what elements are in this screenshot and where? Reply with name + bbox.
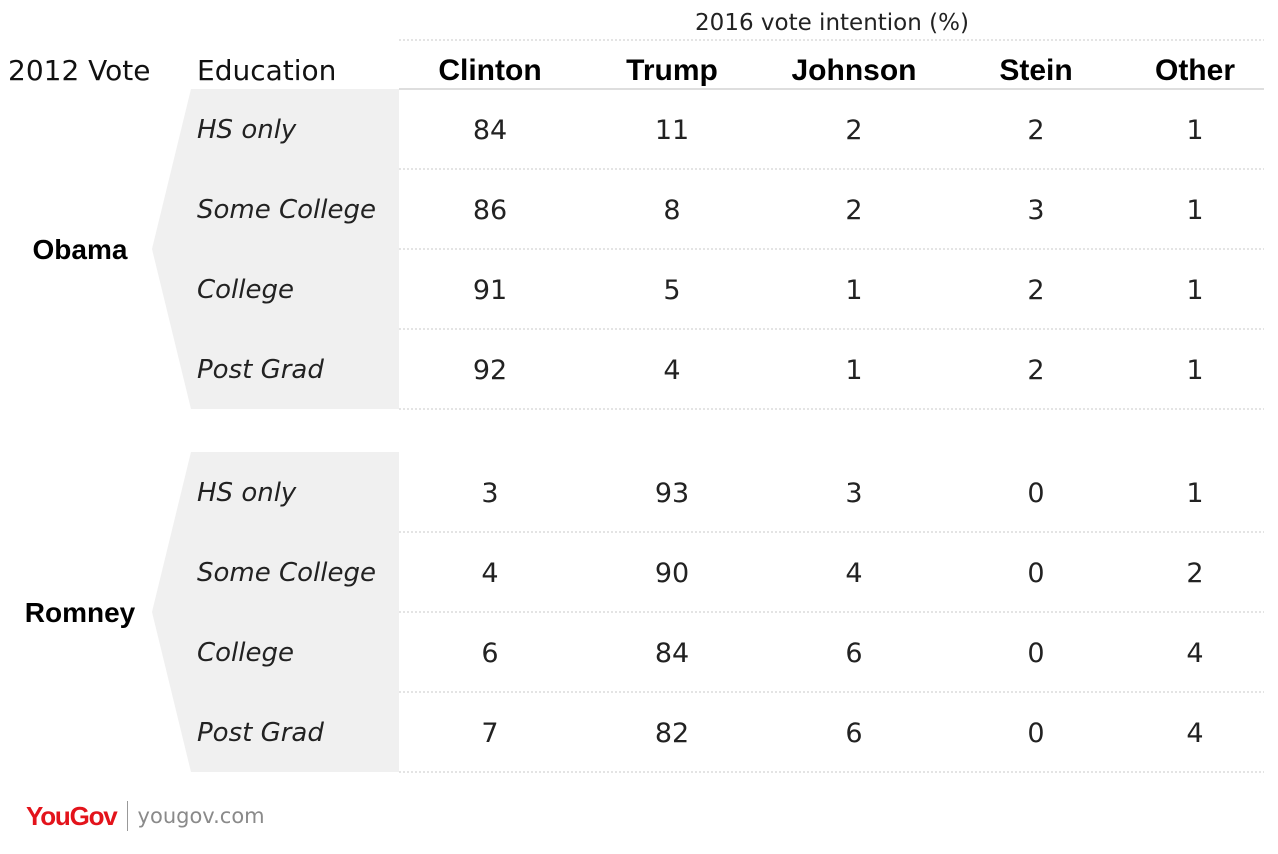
cell-obama-some-college-stein: 3 — [1027, 195, 1044, 226]
vote-2012-column-header: 2012 Vote — [8, 54, 150, 87]
cell-obama-college-trump: 5 — [663, 275, 680, 306]
cell-obama-some-college-clinton: 86 — [473, 195, 507, 226]
cell-obama-some-college-other: 1 — [1186, 195, 1203, 226]
cell-romney-hs-only-trump: 93 — [655, 478, 689, 509]
column-header-other: Other — [1155, 54, 1235, 87]
education-label: Post Grad — [197, 355, 324, 385]
education-label: College — [197, 275, 294, 305]
education-label: HS only — [197, 478, 297, 508]
table-body: Clinton Trump Johnson Stein Other Obama HS onl… — [25, 39, 1264, 773]
cell-obama-some-college-trump: 8 — [663, 195, 680, 226]
cell-obama-hs-only-stein: 2 — [1027, 115, 1044, 146]
column-header-johnson: Johnson — [792, 54, 917, 87]
footer-divider — [126, 801, 128, 831]
cell-romney-hs-only-other: 1 — [1186, 478, 1203, 509]
cell-obama-college-johnson: 1 — [845, 275, 862, 306]
cell-obama-some-college-johnson: 2 — [845, 195, 862, 226]
cell-romney-some-college-trump: 90 — [655, 558, 689, 589]
cell-obama-college-stein: 2 — [1027, 275, 1044, 306]
cell-obama-college-other: 1 — [1186, 275, 1203, 306]
cell-romney-college-other: 4 — [1186, 638, 1203, 669]
education-label: College — [197, 638, 294, 668]
cell-obama-college-clinton: 91 — [473, 275, 507, 306]
cell-romney-post-grad-trump: 82 — [655, 718, 689, 749]
cell-obama-post-grad-johnson: 1 — [845, 355, 862, 386]
group-bracket-obama — [152, 89, 191, 409]
cell-romney-some-college-other: 2 — [1186, 558, 1203, 589]
yougov-logo: YouGov — [26, 800, 118, 831]
cell-obama-hs-only-other: 1 — [1186, 115, 1203, 146]
cell-obama-post-grad-stein: 2 — [1027, 355, 1044, 386]
cell-obama-post-grad-other: 1 — [1186, 355, 1203, 386]
table-title: 2016 vote intention (%) — [695, 10, 969, 36]
cell-obama-hs-only-clinton: 84 — [473, 115, 507, 146]
cell-romney-college-trump: 84 — [655, 638, 689, 669]
column-header-clinton: Clinton — [438, 54, 541, 87]
cell-romney-hs-only-johnson: 3 — [845, 478, 862, 509]
cell-romney-college-clinton: 6 — [481, 638, 498, 669]
group-bracket-romney — [152, 452, 191, 772]
cell-romney-hs-only-stein: 0 — [1027, 478, 1044, 509]
cell-romney-post-grad-clinton: 7 — [481, 718, 498, 749]
education-label-background-obama — [191, 89, 399, 409]
cell-obama-hs-only-johnson: 2 — [845, 115, 862, 146]
vote-group-label-romney: Romney — [25, 597, 136, 628]
cell-romney-post-grad-johnson: 6 — [845, 718, 862, 749]
education-label: Some College — [197, 195, 376, 225]
cell-romney-some-college-clinton: 4 — [481, 558, 498, 589]
cell-romney-hs-only-clinton: 3 — [481, 478, 498, 509]
education-label: Some College — [197, 558, 376, 588]
education-column-header: Education — [197, 54, 336, 87]
cell-obama-post-grad-trump: 4 — [663, 355, 680, 386]
education-label: Post Grad — [197, 718, 324, 748]
cell-obama-post-grad-clinton: 92 — [473, 355, 507, 386]
footer-site-link[interactable]: yougov.com — [137, 804, 265, 828]
cell-romney-post-grad-stein: 0 — [1027, 718, 1044, 749]
cell-romney-college-johnson: 6 — [845, 638, 862, 669]
cell-romney-college-stein: 0 — [1027, 638, 1044, 669]
cell-romney-post-grad-other: 4 — [1186, 718, 1203, 749]
education-label: HS only — [197, 115, 297, 145]
cell-romney-some-college-johnson: 4 — [845, 558, 862, 589]
education-label-background-romney — [191, 452, 399, 772]
cell-romney-some-college-stein: 0 — [1027, 558, 1044, 589]
footer: YouGov yougov.com — [26, 796, 265, 836]
cell-obama-hs-only-trump: 11 — [655, 115, 689, 146]
vote-group-label-obama: Obama — [33, 234, 128, 265]
column-header-trump: Trump — [626, 54, 718, 87]
column-header-stein: Stein — [999, 54, 1072, 87]
